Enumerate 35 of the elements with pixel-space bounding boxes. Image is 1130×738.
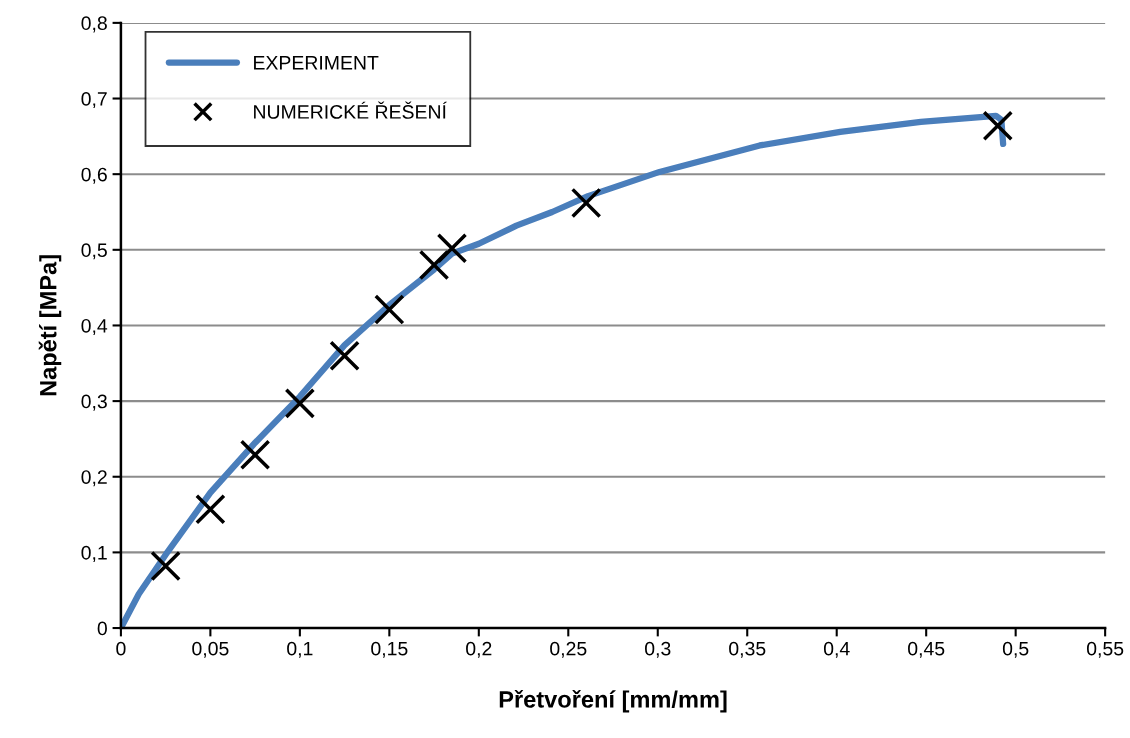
y-tick-label: 0,1 xyxy=(81,545,107,562)
point xyxy=(195,494,226,525)
y-tick-label: 0,4 xyxy=(81,318,108,335)
x-tick-label: 0,1 xyxy=(287,641,313,658)
legend-label: NUMERICKÉ ŘEŠENÍ xyxy=(254,101,447,119)
x-tick-label: 0,35 xyxy=(729,641,766,658)
y-tick-label: 0,2 xyxy=(81,470,107,487)
y-tick-label: 0,8 xyxy=(81,16,107,33)
y-tick-label: 0,5 xyxy=(81,243,107,260)
point xyxy=(570,187,602,219)
point xyxy=(418,249,450,281)
x-tick-label: 0,4 xyxy=(823,641,850,658)
x-tick-label: 0,55 xyxy=(1086,641,1124,658)
legend-label: EXPERIMENT xyxy=(254,56,379,70)
y-axis-title: Napětí [MPa] xyxy=(38,255,62,396)
y-tick-label: 0,6 xyxy=(81,167,107,184)
point xyxy=(436,233,468,264)
point xyxy=(329,340,360,371)
point xyxy=(150,550,181,582)
x-tick-label: 0,25 xyxy=(550,641,587,658)
x-tick-label: 0,5 xyxy=(1002,641,1029,658)
x-tick-label: 0,2 xyxy=(466,641,492,658)
x-tick-label: 0,45 xyxy=(908,641,945,658)
x-tick-label: 0,3 xyxy=(645,641,671,658)
point xyxy=(374,294,405,325)
x-axis-title: Přetvoření [mm/mm] xyxy=(499,689,727,713)
point xyxy=(982,110,1014,142)
y-tick-label: 0,3 xyxy=(81,394,107,411)
x-tick-label: 0 xyxy=(116,641,126,656)
x-tick-label: 0,05 xyxy=(192,641,229,658)
y-tick-label: 0,7 xyxy=(81,91,107,109)
point xyxy=(284,388,316,419)
x-tick-label: 0,15 xyxy=(371,641,408,658)
point xyxy=(239,439,271,471)
y-tick-label: 0 xyxy=(97,621,107,636)
